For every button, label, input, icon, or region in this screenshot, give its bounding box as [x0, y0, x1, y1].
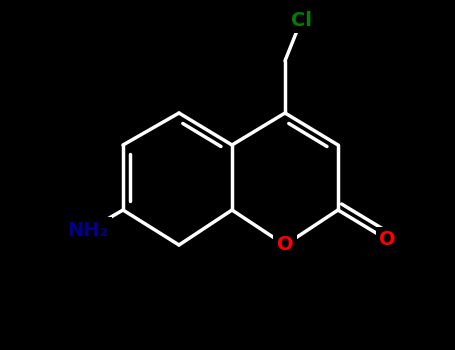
- Text: O: O: [277, 236, 293, 254]
- Text: Cl: Cl: [291, 11, 312, 30]
- Text: NH₂: NH₂: [67, 221, 108, 240]
- Text: O: O: [379, 231, 396, 250]
